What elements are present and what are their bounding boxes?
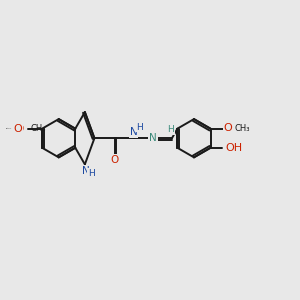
Text: CH₃: CH₃ bbox=[30, 124, 46, 133]
Text: H: H bbox=[88, 169, 95, 178]
Text: O: O bbox=[15, 124, 23, 134]
Text: O: O bbox=[14, 124, 22, 134]
Text: H: H bbox=[136, 122, 143, 131]
Text: O: O bbox=[110, 155, 119, 165]
Text: CH₃: CH₃ bbox=[234, 124, 250, 133]
Text: H: H bbox=[167, 125, 174, 134]
Text: O: O bbox=[224, 123, 233, 133]
Text: N: N bbox=[130, 127, 137, 137]
Text: OH: OH bbox=[225, 143, 242, 153]
Text: N: N bbox=[149, 133, 157, 143]
Text: methoxy: methoxy bbox=[6, 128, 12, 129]
Text: N: N bbox=[82, 166, 89, 176]
